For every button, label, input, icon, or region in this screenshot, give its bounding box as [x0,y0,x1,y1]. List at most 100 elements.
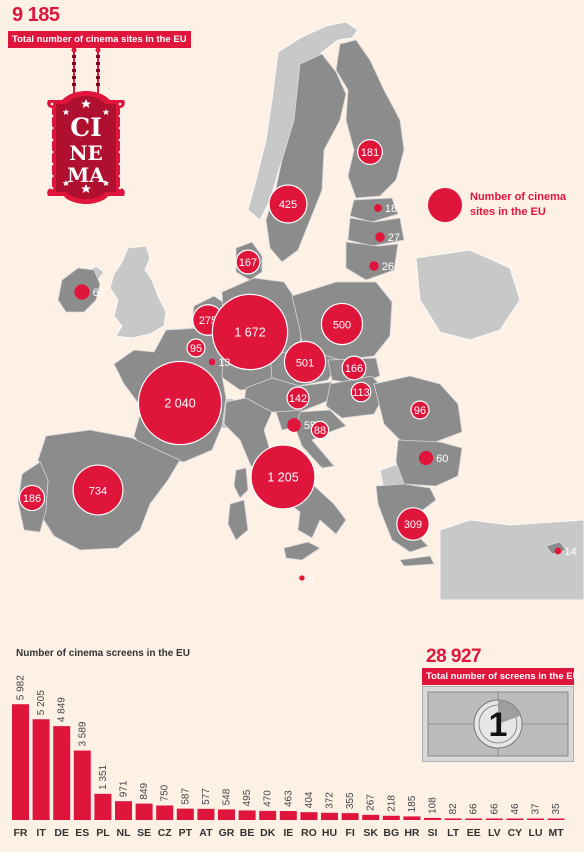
screens-bar-chart: 5 982 FR 5 205 IT 4 849 DE 3 589 ES 1 351 PL 971 NL… [12,675,565,839]
screens-bar [362,814,380,820]
site-bubble-circle [418,450,434,466]
site-bubble: 95 [186,338,206,358]
site-bubble-label: 18 [385,203,397,215]
screens-bar-category-label: HR [404,827,420,839]
screens-bar-value-label: 577 [201,788,212,805]
site-bubble-label: 166 [345,363,363,375]
screens-bar-category-label: NL [117,827,132,839]
site-bubble-circle [283,340,327,384]
screens-bar-value-label: 218 [386,795,397,812]
site-bubble-label: 142 [289,393,307,405]
screens-bar [12,704,29,820]
film-countdown-icon: 1 [421,685,575,763]
screens-bar-category-label: FI [345,827,354,839]
site-bubble-label: 1 205 [267,471,298,485]
site-bubble-label: 14 [564,546,576,558]
cinema-sign-line1: CI [70,113,102,142]
screens-bar-category-label: SI [428,827,438,839]
screens-bar-category-label: DK [260,827,276,839]
site-bubble-label: 1 672 [234,326,265,340]
site-bubble-label: 69 [93,287,105,299]
sites-total-label: Total number of cinema sites in the EU [8,31,191,48]
site-bubble: 14 [554,546,577,558]
site-bubble-circle [375,232,385,242]
site-bubble: 500 [320,302,364,346]
site-bubble: 26 [369,261,394,273]
legend-label-line2: sites in the EU [470,206,546,218]
site-bubble: 166 [341,355,367,381]
site-bubble-circle [310,420,330,440]
site-bubble-label: 60 [436,453,448,465]
screens-bar [238,810,256,820]
countdown-digit: 1 [489,706,508,744]
screens-bar-value-label: 355 [345,792,356,809]
screens-bar [300,812,318,820]
site-bubble-circle [410,400,430,420]
screens-bar-value-label: 548 [222,788,233,805]
screens-bar-value-label: 404 [304,791,315,808]
screens-bar-category-label: LT [447,827,460,839]
cinema-sign-icon: CI NE MA [47,47,125,204]
screens-bar-value-label: 587 [180,788,191,805]
screens-bar-value-label: 37 [531,803,542,815]
screens-bar [279,811,297,820]
screens-bar [527,818,544,820]
screens-bar-value-label: 470 [263,790,274,807]
screens-bar-category-label: CZ [158,827,173,839]
screens-bar-category-label: DE [54,827,69,839]
site-bubble-label: 501 [296,358,314,370]
screens-bar-category-label: CY [508,827,523,839]
screens-bar-category-label: ES [75,827,89,839]
site-bubble-label: 186 [23,493,41,505]
site-bubble-circle [286,386,310,410]
legend-bubble-icon [428,188,462,222]
bubble-layer: 181 425 18 27 26 167 69 275 1 672 500 95 13 501 166 2 … [18,139,577,585]
legend-label-line1: Number of cinema [470,191,566,203]
screens-bar-value-label: 1 351 [98,764,109,789]
screens-bar [218,809,235,820]
screens-bar [197,808,215,820]
site-bubble-circle [320,302,364,346]
screens-bar-category-label: LU [529,827,543,839]
screens-bar-category-label: HU [322,827,337,839]
site-bubble: 186 [18,484,46,512]
site-bubble-label: 26 [382,261,394,273]
site-bubble: 27 [375,232,400,244]
site-bubble-circle [268,184,308,224]
screens-bar [115,801,132,820]
site-bubble: 60 [418,450,448,466]
screens-bar [135,803,153,820]
screens-bar-category-label: GR [219,827,235,839]
screens-bar-category-label: SE [137,827,151,839]
screens-bar [259,810,277,820]
site-bubble: 425 [268,184,308,224]
site-bubble: 18 [374,203,397,215]
screens-bar-value-label: 3 589 [77,721,88,746]
site-bubble-label: 113 [352,387,370,399]
site-bubble-label: 181 [361,147,379,159]
site-bubble-circle [72,464,124,516]
site-bubble-label: 734 [89,486,107,498]
site-bubble: 181 [357,139,383,165]
legend-label: Number of cinema sites in the EU [470,190,566,220]
site-bubble: 113 [350,381,372,403]
screens-bar-value-label: 849 [139,782,150,799]
screens-total-label: Total number of screens in the EU [422,668,579,685]
screens-total-number: 28 927 [426,646,482,667]
site-bubble: 142 [286,386,310,410]
screens-bar-category-label: LV [488,827,501,839]
screens-bar-value-label: 5 205 [36,690,47,715]
site-bubble-circle [554,547,562,555]
cinema-sign-line3: MA [67,163,105,187]
screens-bar [465,818,483,820]
screens-bar-value-label: 185 [407,795,418,812]
site-bubble-label: 96 [414,405,426,417]
screens-bar-category-label: AT [199,827,213,839]
site-bubble-circle [211,293,289,371]
site-bubble-label: 425 [279,199,297,211]
screens-bar-category-label: PL [96,827,110,839]
site-bubble-label: 309 [404,519,422,531]
site-bubble: 309 [396,507,430,541]
site-bubble: 8 [299,573,314,585]
screens-bar [424,817,441,820]
